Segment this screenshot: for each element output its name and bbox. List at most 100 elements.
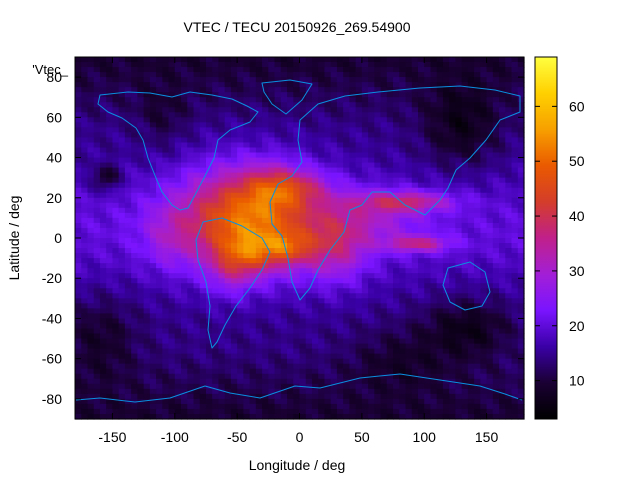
heatmap-cell: [156, 338, 163, 345]
heatmap-cell: [355, 363, 363, 370]
heatmap-cell: [249, 278, 257, 284]
heatmap-cell: [349, 222, 357, 229]
heatmap-cell: [268, 82, 276, 88]
heatmap-cell: [480, 388, 488, 395]
heatmap-cell: [137, 393, 145, 400]
heatmap-cell: [187, 122, 195, 128]
heatmap-cell: [330, 308, 338, 315]
heatmap-cell: [168, 303, 176, 309]
heatmap-cell: [474, 117, 481, 123]
heatmap-cell: [467, 167, 475, 174]
heatmap-cell: [118, 142, 126, 149]
heatmap-cell: [75, 232, 82, 239]
heatmap-cell: [268, 227, 276, 234]
heatmap-cell: [187, 92, 195, 98]
heatmap-cell: [112, 263, 120, 269]
heatmap-cell: [436, 102, 444, 108]
heatmap-cell: [268, 102, 276, 108]
heatmap-cell: [168, 207, 176, 214]
heatmap-cell: [492, 82, 500, 88]
heatmap-cell: [87, 393, 95, 400]
heatmap-cell: [280, 127, 288, 134]
heatmap-cell: [405, 263, 413, 269]
heatmap-cell: [143, 82, 151, 88]
heatmap-cell: [137, 273, 145, 279]
heatmap-cell: [143, 167, 151, 174]
heatmap-cell: [293, 107, 301, 113]
heatmap-cell: [81, 232, 89, 239]
heatmap-cell: [174, 197, 182, 204]
heatmap-cell: [137, 112, 145, 118]
heatmap-cell: [461, 268, 469, 274]
heatmap-cell: [411, 137, 419, 144]
heatmap-cell: [361, 338, 369, 345]
heatmap-cell: [324, 122, 332, 128]
heatmap-cell: [324, 177, 332, 184]
heatmap-cell: [430, 283, 438, 289]
heatmap-cell: [324, 57, 332, 63]
heatmap-cell: [181, 102, 188, 108]
heatmap-cell: [430, 333, 438, 340]
heatmap-cell: [218, 227, 226, 234]
heatmap-cell: [112, 323, 120, 330]
heatmap-cell: [374, 227, 382, 234]
heatmap-cell: [193, 403, 201, 410]
heatmap-cell: [405, 243, 413, 249]
heatmap-cell: [511, 268, 519, 274]
heatmap-cell: [75, 403, 82, 410]
heatmap-cell: [106, 122, 114, 128]
heatmap-cell: [193, 82, 201, 88]
heatmap-cell: [81, 102, 89, 108]
heatmap-cell: [349, 268, 357, 274]
heatmap-cell: [168, 107, 176, 113]
heatmap-cell: [299, 87, 307, 93]
heatmap-cell: [411, 258, 419, 264]
heatmap-cell: [355, 152, 363, 159]
heatmap-cell: [511, 177, 519, 184]
heatmap-cell: [293, 162, 301, 169]
heatmap-cell: [505, 157, 513, 164]
heatmap-cell: [499, 343, 506, 350]
heatmap-cell: [293, 238, 301, 244]
heatmap-cell: [280, 368, 288, 375]
heatmap-cell: [224, 202, 232, 209]
heatmap-cell: [212, 152, 220, 159]
heatmap-cell: [517, 197, 525, 204]
heatmap-cell: [424, 142, 432, 149]
heatmap-cell: [99, 192, 107, 199]
heatmap-cell: [430, 72, 438, 78]
heatmap-cell: [224, 293, 232, 299]
heatmap-cell: [355, 142, 363, 149]
heatmap-cell: [87, 263, 95, 269]
heatmap-cell: [81, 283, 89, 289]
heatmap-cell: [511, 227, 519, 234]
heatmap-cell: [505, 293, 513, 299]
heatmap-cell: [243, 107, 251, 113]
heatmap-cell: [168, 147, 176, 154]
heatmap-cell: [324, 67, 332, 73]
heatmap-cell: [124, 212, 132, 219]
heatmap-cell: [162, 368, 170, 375]
heatmap-cell: [75, 398, 82, 405]
heatmap-cell: [517, 117, 525, 123]
heatmap-cell: [181, 263, 188, 269]
heatmap-cell: [205, 278, 213, 284]
heatmap-cell: [330, 142, 338, 149]
heatmap-cell: [380, 222, 388, 229]
heatmap-cell: [112, 157, 120, 164]
heatmap-cell: [374, 122, 382, 128]
heatmap-cell: [218, 268, 226, 274]
heatmap-cell: [87, 328, 95, 335]
heatmap-cell: [274, 303, 282, 309]
heatmap-cell: [299, 57, 307, 63]
heatmap-cell: [262, 388, 269, 395]
heatmap-cell: [218, 77, 226, 83]
heatmap-cell: [336, 293, 344, 299]
heatmap-cell: [343, 248, 350, 254]
heatmap-cell: [249, 87, 257, 93]
heatmap-cell: [343, 102, 350, 108]
heatmap-cell: [511, 207, 519, 214]
heatmap-cell: [411, 222, 419, 229]
heatmap-cell: [349, 273, 357, 279]
heatmap-cell: [199, 388, 207, 395]
